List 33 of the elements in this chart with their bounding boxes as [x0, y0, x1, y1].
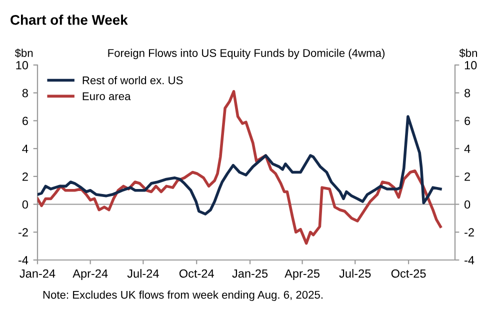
- x-tick-label: Jul-24: [127, 269, 159, 278]
- y2-tick-label: -2: [464, 228, 474, 236]
- y2-tick-label: 8: [464, 88, 470, 98]
- x-tick-label: Jan-24: [20, 269, 56, 278]
- line-series: [38, 115, 442, 216]
- y2-tick-label: 2: [464, 172, 470, 181]
- y2-tick-label: 6: [464, 116, 470, 126]
- text: Note: Excludes UK flows from week ending Aug. 6, 2025.: [43, 290, 323, 301]
- y-tick-label: -4: [18, 256, 28, 264]
- legend-label: Rest of world ex. US: [82, 76, 183, 84]
- y2-tick-label: 0: [464, 200, 470, 209]
- x-tick-label: Oct-25: [391, 269, 426, 278]
- chart-subtitle: Foreign Flows into US Equity Funds by Domicile (4wma): [108, 48, 384, 60]
- legend-label: Euro area: [82, 92, 131, 100]
- chart-title: Chart of the Week: [10, 14, 128, 25]
- x-tick-label: Apr-25: [284, 269, 320, 280]
- line-series: [38, 90, 442, 245]
- y2-tick-label: -4: [464, 256, 474, 264]
- y-tick-label: 4: [22, 144, 28, 153]
- y-axis-title: $bn: [14, 48, 33, 58]
- y-tick-label: 8: [22, 88, 28, 98]
- x-tick-label: Oct-24: [179, 269, 214, 278]
- x-tick-label: Jan-25: [232, 269, 268, 278]
- y-tick-label: 2: [22, 172, 28, 181]
- x-tick-label: Apr-24: [72, 269, 108, 280]
- y-tick-label: 0: [22, 200, 28, 209]
- y-tick-label: -2: [18, 228, 28, 236]
- y-tick-label: 10: [16, 61, 28, 70]
- y2-tick-label: 4: [464, 144, 470, 153]
- y2-axis-title: $bn: [459, 48, 477, 58]
- x-tick-label: Jul-25: [339, 269, 371, 278]
- y2-tick-label: 10: [464, 61, 477, 70]
- y-tick-label: 6: [22, 116, 28, 126]
